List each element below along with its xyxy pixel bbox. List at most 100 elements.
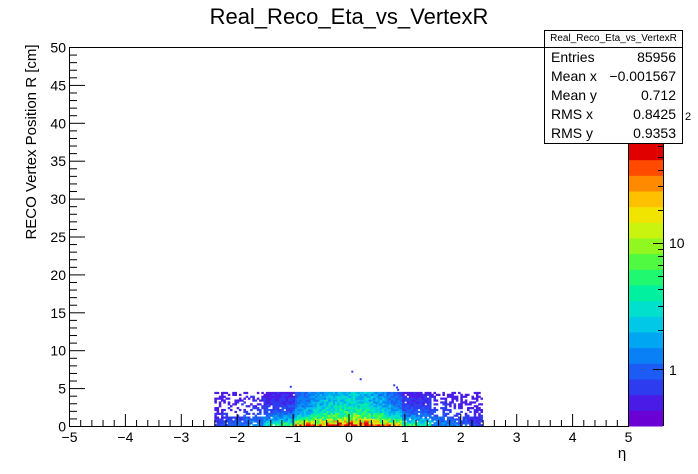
heatmap-cell	[288, 401, 291, 404]
heatmap-cell	[265, 395, 269, 398]
heatmap-cell	[312, 414, 316, 417]
heatmap-cell	[292, 422, 296, 425]
heatmap-cell	[306, 397, 309, 400]
heatmap-cell	[402, 422, 405, 425]
heatmap-cell	[221, 412, 224, 415]
heatmap-cell	[359, 397, 363, 400]
heatmap-cell	[375, 410, 378, 414]
heatmap-cell	[399, 414, 403, 417]
heatmap-cell	[429, 422, 432, 425]
heatmap-cell	[317, 410, 320, 414]
heatmap-cell	[326, 403, 329, 406]
heatmap-cell	[388, 416, 392, 419]
heatmap-cell	[402, 412, 405, 415]
heatmap-cell	[330, 395, 334, 398]
heatmap-cell	[377, 410, 381, 414]
heatmap-cell	[420, 422, 423, 425]
heatmap-cell	[328, 399, 331, 402]
heatmap-cell	[446, 424, 450, 427]
heatmap-cell	[321, 416, 325, 419]
heatmap-cell	[357, 397, 360, 400]
heatmap-cell	[411, 412, 414, 415]
heatmap-cell	[446, 422, 450, 425]
heatmap-cell	[283, 405, 287, 408]
stats-title: Real_Reco_Eta_vs_VertexR	[545, 31, 682, 48]
heatmap-cell	[346, 397, 349, 400]
heatmap-cell	[478, 414, 481, 417]
heatmap-cell	[301, 422, 305, 425]
heatmap-cell	[337, 401, 340, 404]
heatmap-cell	[247, 424, 251, 427]
heatmap-cell	[225, 424, 229, 427]
heatmap-cell	[444, 422, 448, 425]
heatmap-cell	[408, 416, 412, 419]
heatmap-cell	[344, 405, 347, 408]
heatmap-cell	[288, 391, 291, 395]
heatmap-cell	[422, 403, 425, 406]
x-tick-label: −1	[285, 429, 301, 445]
x-tick-label: 5	[625, 429, 633, 445]
heatmap-cell	[420, 412, 423, 415]
heatmap-cell	[323, 407, 327, 410]
heatmap-cell	[357, 418, 360, 421]
heatmap-cell	[446, 403, 450, 406]
heatmap-cell	[478, 422, 481, 425]
heatmap-cell	[317, 422, 320, 425]
color-bar-segment	[629, 206, 663, 223]
heatmap-cell	[397, 391, 401, 395]
heatmap-cell	[330, 407, 334, 410]
heatmap-cell	[225, 397, 229, 400]
heatmap-cell	[417, 424, 421, 427]
heatmap-cell	[429, 403, 432, 406]
heatmap-cell	[444, 412, 448, 415]
heatmap-cell	[384, 397, 387, 400]
heatmap-cell	[361, 403, 365, 406]
heatmap-cell	[437, 418, 441, 421]
heatmap-cell	[332, 395, 336, 398]
heatmap-cell	[236, 416, 240, 419]
heatmap-cell	[364, 391, 367, 395]
heatmap-cell	[359, 410, 363, 414]
heatmap-cell	[377, 422, 381, 425]
heatmap-cell	[227, 418, 231, 421]
heatmap-cell	[308, 416, 311, 419]
heatmap-cell	[393, 401, 396, 404]
heatmap-cell	[444, 397, 448, 400]
heatmap-cell	[276, 420, 280, 423]
heatmap-cell	[455, 397, 459, 400]
heatmap-cell	[420, 420, 423, 423]
heatmap-cell	[312, 397, 316, 400]
heatmap-cell	[366, 401, 369, 404]
heatmap-cell	[312, 399, 316, 402]
heatmap-cell	[281, 403, 284, 406]
heatmap-cell	[292, 414, 296, 417]
heatmap-cell	[274, 420, 278, 423]
heatmap-cell	[444, 420, 448, 423]
heatmap-cell	[283, 395, 287, 398]
heatmap-cell	[408, 408, 412, 412]
heatmap-cell	[373, 422, 376, 425]
heatmap-cell	[312, 412, 316, 415]
heatmap-cell	[314, 418, 318, 421]
heatmap-cell	[236, 420, 240, 423]
heatmap-cell	[379, 416, 383, 419]
heatmap-cell	[285, 405, 289, 408]
heatmap-cell	[390, 420, 394, 423]
heatmap-cell	[279, 416, 282, 419]
heatmap-cell	[214, 412, 217, 415]
heatmap-cell	[406, 410, 410, 414]
heatmap-cell	[469, 410, 472, 414]
heatmap-cell	[274, 403, 278, 406]
heatmap-cell	[355, 391, 358, 395]
heatmap-cell	[411, 395, 414, 398]
heatmap-cell	[384, 395, 387, 398]
heatmap-cell	[406, 399, 410, 402]
heatmap-cell	[370, 424, 374, 427]
heatmap-cell	[247, 405, 251, 408]
heatmap-cell	[335, 395, 338, 398]
heatmap-cell	[306, 412, 309, 415]
heatmap-cell	[303, 401, 307, 404]
heatmap-cell	[290, 412, 293, 415]
heatmap-cell	[415, 418, 419, 421]
heatmap-cell	[323, 408, 327, 412]
